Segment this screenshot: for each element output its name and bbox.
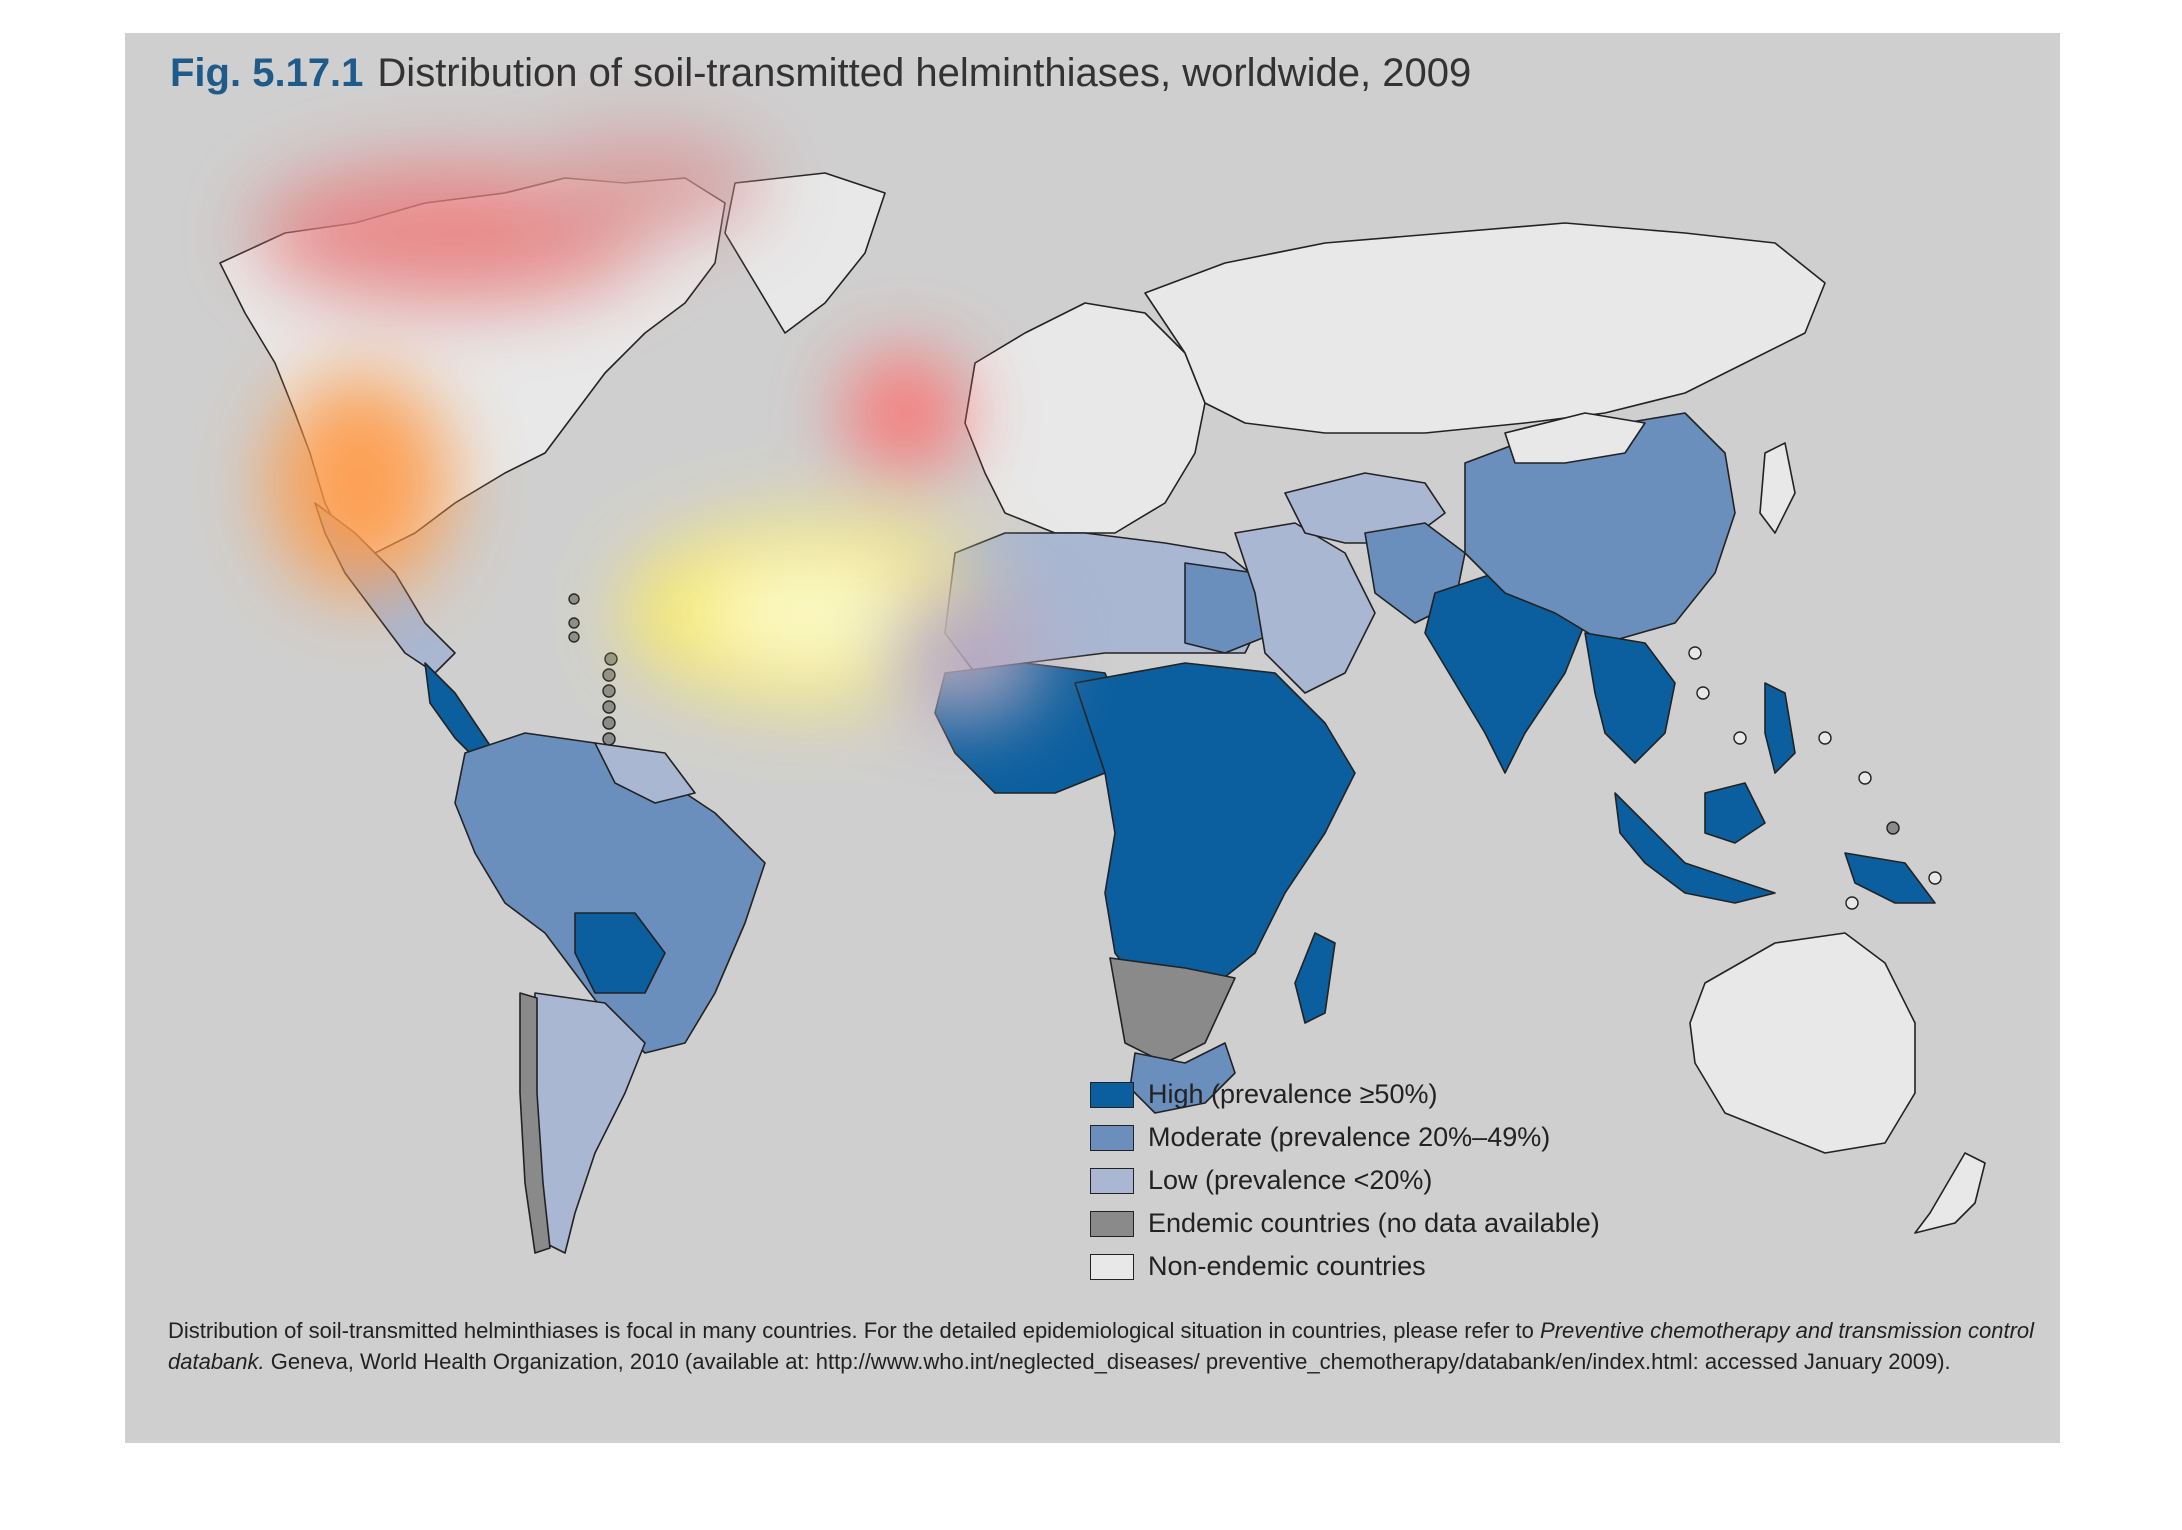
island-markers [568, 593, 1942, 910]
legend-item-high: High (prevalence ≥50%) [1090, 1073, 1600, 1116]
map-legend: High (prevalence ≥50%) Moderate (prevale… [1090, 1073, 1600, 1288]
legend-item-endemic: Endemic countries (no data available) [1090, 1202, 1600, 1245]
region-guianas [594, 742, 696, 804]
region-bolivia [574, 912, 666, 994]
region-greenland [724, 172, 886, 334]
legend-item-low: Low (prevalence <20%) [1090, 1159, 1600, 1202]
region-chile [519, 992, 551, 1254]
legend-label: Low (prevalence <20%) [1148, 1165, 1433, 1195]
region-mongolia [1504, 412, 1646, 464]
heatmap-overlay [255, 133, 1045, 723]
region-philippines [1764, 682, 1796, 774]
legend-label: Non-endemic countries [1148, 1251, 1426, 1281]
region-europe [964, 302, 1206, 534]
note-databank-title: Preventive chemotherapy and transmission… [168, 1318, 2035, 1374]
region-russia [1144, 222, 1826, 434]
region-argentina [534, 992, 646, 1254]
legend-swatch-high [1090, 1081, 1134, 1108]
region-papua [1844, 852, 1936, 904]
legend-swatch-low [1090, 1167, 1134, 1194]
region-indonesia [1614, 792, 1776, 904]
region-southeast-asia [1584, 632, 1676, 764]
region-central-east-africa [1074, 662, 1356, 994]
legend-item-moderate: Moderate (prevalence 20%–49%) [1090, 1116, 1600, 1159]
legend-swatch-non-endemic [1090, 1253, 1134, 1280]
legend-label: Moderate (prevalence 20%–49%) [1148, 1122, 1551, 1152]
note-text-2: Geneva, World Health Organization, 2010 … [264, 1349, 1951, 1374]
region-australia [1689, 932, 1916, 1154]
figure-title-text: Distribution of soil-transmitted helmint… [377, 51, 1472, 95]
legend-swatch-moderate [1090, 1124, 1134, 1151]
legend-item-non-endemic: Non-endemic countries [1090, 1245, 1600, 1288]
region-japan [1759, 442, 1796, 534]
region-south-america-north [454, 732, 766, 1054]
legend-label: High (prevalence ≥50%) [1148, 1079, 1438, 1109]
note-text-1: Distribution of soil-transmitted helmint… [168, 1318, 1541, 1343]
region-borneo [1704, 782, 1766, 844]
region-south-africa [1129, 1042, 1236, 1114]
figure-title: Fig. 5.17.1 Distribution of soil-transmit… [170, 51, 1471, 96]
world-map [219, 133, 1986, 1254]
legend-label: Endemic countries (no data available) [1148, 1208, 1600, 1238]
legend-swatch-endemic [1090, 1210, 1134, 1237]
region-madagascar [1294, 932, 1336, 1024]
region-new-zealand [1914, 1152, 1986, 1234]
figure-panel: Fig. 5.17.1 Distribution of soil-transmit… [125, 33, 2060, 1443]
source-note: Distribution of soil-transmitted helmint… [168, 1315, 2038, 1377]
region-southern-africa-endemic [1109, 957, 1236, 1064]
figure-number: Fig. 5.17.1 [170, 51, 364, 95]
